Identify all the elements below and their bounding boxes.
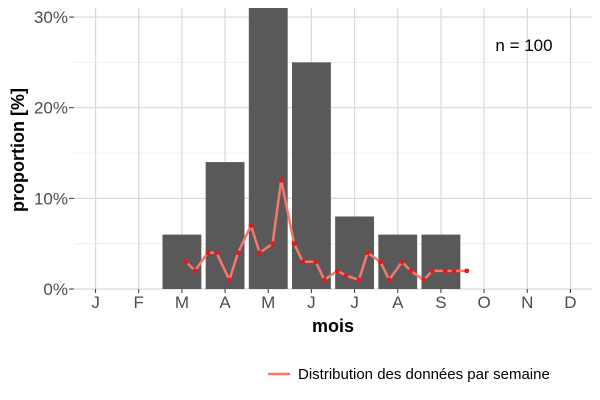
weekly-point-10 xyxy=(278,177,284,183)
x-tick-label-9: S xyxy=(435,293,446,312)
weekly-point-14 xyxy=(321,277,327,283)
weekly-point-23 xyxy=(421,277,427,283)
weekly-point-5 xyxy=(227,277,232,283)
bar-M-3 xyxy=(162,234,202,289)
x-tick-label-8: A xyxy=(392,293,404,312)
weekly-point-19 xyxy=(378,259,383,265)
y-tick-label-20: 20% xyxy=(34,99,68,118)
bar-A-8 xyxy=(378,234,418,289)
weekly-point-22 xyxy=(408,268,414,274)
x-tick-label-11: N xyxy=(521,293,533,312)
weekly-point-27 xyxy=(464,268,470,274)
weekly-point-18 xyxy=(365,250,370,256)
x-tick-label-3: M xyxy=(175,293,189,312)
legend-label: Distribution des données par semaine xyxy=(298,366,550,383)
weekly-point-4 xyxy=(214,250,219,256)
bar-S-9 xyxy=(421,234,461,289)
weekly-point-17 xyxy=(356,277,362,283)
sample-size-annotation: n = 100 xyxy=(495,36,552,55)
y-tick-label-0: 0% xyxy=(43,280,68,299)
weekly-point-9 xyxy=(270,241,275,247)
weekly-point-3 xyxy=(205,250,211,256)
weekly-point-2 xyxy=(192,268,198,274)
x-tick-label-10: O xyxy=(477,293,490,312)
x-tick-label-5: M xyxy=(261,293,275,312)
y-tick-labels: 0% 10% 20% 30% xyxy=(34,8,68,299)
x-tick-label-7: J xyxy=(350,293,359,312)
weekly-point-26 xyxy=(451,268,457,274)
weekly-point-15 xyxy=(334,268,340,274)
weekly-line-series xyxy=(183,177,470,283)
y-axis-title: proportion [%] xyxy=(8,88,28,212)
weekly-point-25 xyxy=(442,268,448,274)
x-tick-label-6: J xyxy=(307,293,316,312)
weekly-point-21 xyxy=(399,259,405,265)
weekly-point-8 xyxy=(257,250,263,256)
weekly-point-13 xyxy=(313,259,319,265)
weekly-point-24 xyxy=(429,268,435,274)
x-tick-label-12: D xyxy=(564,293,576,312)
weekly-point-20 xyxy=(386,277,392,283)
y-tick-label-30: 30% xyxy=(34,8,68,27)
weekly-point-11 xyxy=(291,241,297,247)
x-tick-label-1: J xyxy=(91,293,100,312)
x-tick-marks xyxy=(95,289,571,293)
y-tick-marks xyxy=(69,16,74,290)
weekly-point-12 xyxy=(300,259,306,265)
weekly-point-6 xyxy=(235,250,241,256)
weekly-point-16 xyxy=(343,273,349,278)
legend: Distribution des données par semaine xyxy=(268,366,550,383)
x-tick-label-4: A xyxy=(219,293,231,312)
x-axis-title: mois xyxy=(312,316,354,336)
bar-J-6 xyxy=(291,62,331,289)
x-tick-label-2: F xyxy=(134,293,144,312)
weekly-point-1 xyxy=(183,259,189,265)
bar-A-4 xyxy=(205,162,245,289)
weekly-point-7 xyxy=(248,223,254,228)
y-tick-label-10: 10% xyxy=(34,189,68,208)
